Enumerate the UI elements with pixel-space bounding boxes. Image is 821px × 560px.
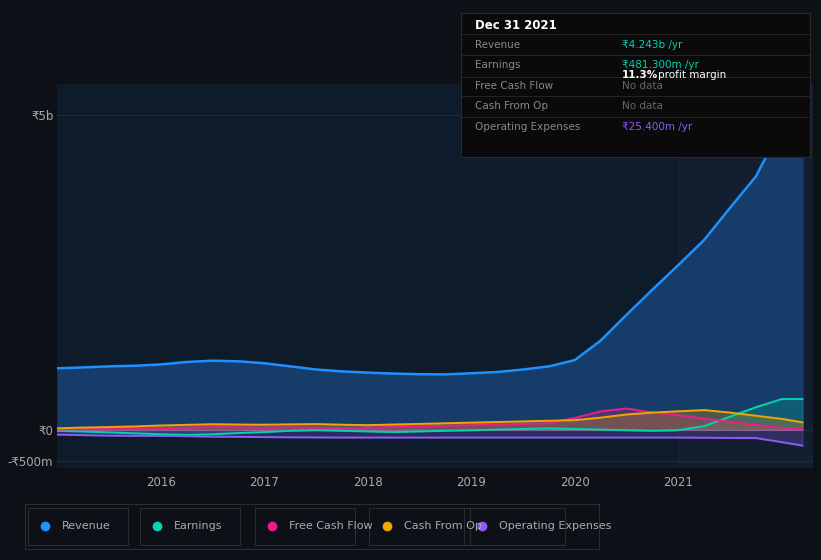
Text: Free Cash Flow: Free Cash Flow xyxy=(475,81,553,91)
Text: ₹4.243b /yr: ₹4.243b /yr xyxy=(621,40,682,50)
Text: Earnings: Earnings xyxy=(475,60,521,69)
Text: profit margin: profit margin xyxy=(658,71,727,81)
Text: Operating Expenses: Operating Expenses xyxy=(498,521,611,531)
Text: ₹25.400m /yr: ₹25.400m /yr xyxy=(621,122,692,132)
Text: Cash From Op: Cash From Op xyxy=(404,521,482,531)
Text: Free Cash Flow: Free Cash Flow xyxy=(289,521,373,531)
Bar xyxy=(678,84,813,468)
Text: Operating Expenses: Operating Expenses xyxy=(475,122,580,132)
Text: No data: No data xyxy=(621,101,663,111)
Text: Revenue: Revenue xyxy=(475,40,521,50)
Text: Earnings: Earnings xyxy=(174,521,222,531)
Text: No data: No data xyxy=(621,81,663,91)
Text: Revenue: Revenue xyxy=(62,521,111,531)
Text: ₹481.300m /yr: ₹481.300m /yr xyxy=(621,60,699,69)
Text: Cash From Op: Cash From Op xyxy=(475,101,548,111)
Text: 11.3%: 11.3% xyxy=(621,71,658,81)
Text: Dec 31 2021: Dec 31 2021 xyxy=(475,19,557,32)
